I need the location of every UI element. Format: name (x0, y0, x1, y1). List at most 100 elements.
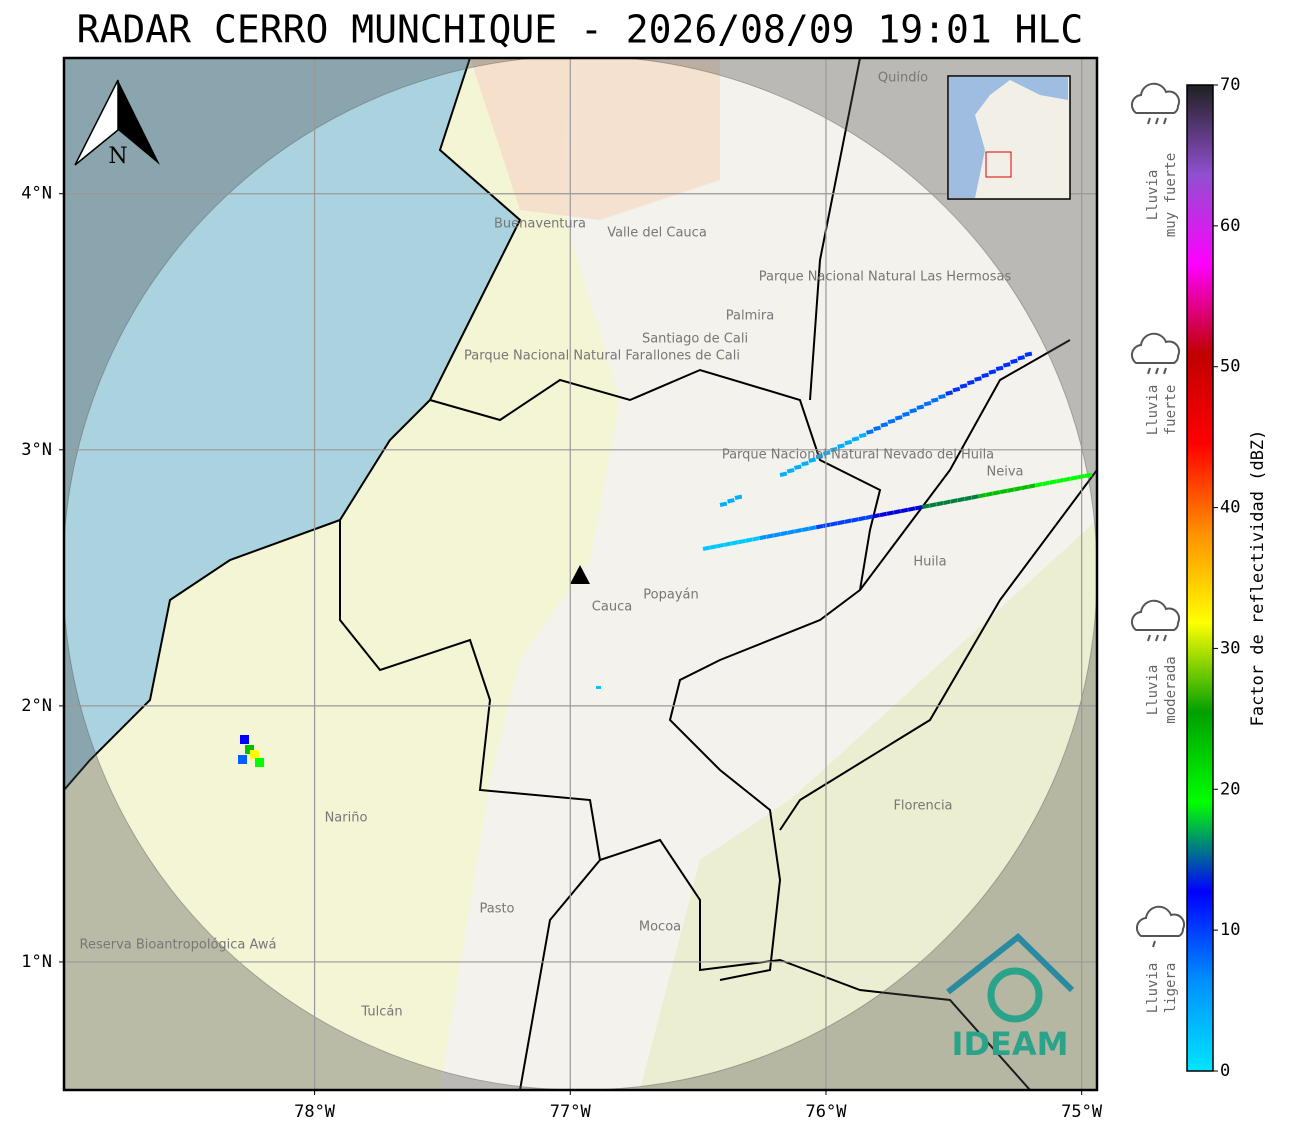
y-tick-label: 4°N (21, 184, 52, 204)
echo (893, 509, 902, 515)
rain-label: ligera (1163, 963, 1179, 1014)
echo (950, 498, 958, 504)
place-label: Popayán (643, 588, 698, 603)
rain-label: Lluvia (1145, 665, 1161, 716)
place-label: Tulcán (360, 1005, 402, 1020)
echo (902, 411, 910, 417)
ocean (64, 58, 520, 790)
rain-drop (1155, 634, 1159, 642)
place-label: Florencia (893, 799, 952, 814)
echo (1042, 480, 1050, 487)
map-body (64, 58, 1097, 1090)
y-tick-label: 2°N (21, 696, 52, 716)
echo (894, 415, 903, 421)
map-frame (62, 56, 1099, 1092)
echo (238, 755, 247, 764)
echo (887, 418, 896, 425)
echo (1084, 472, 1093, 478)
echo (250, 750, 259, 759)
radar-site (570, 565, 590, 584)
rain-drop (1155, 117, 1159, 125)
rain-label: fuerte (1163, 385, 1179, 436)
echo (971, 494, 980, 500)
echo (829, 521, 838, 527)
echo (974, 376, 982, 382)
cloud-icon (1130, 82, 1181, 114)
echo (745, 537, 753, 543)
echo (773, 532, 782, 538)
echo (1024, 351, 1033, 357)
echo (815, 453, 824, 460)
borders (64, 58, 1097, 1090)
rain-drop (1147, 367, 1151, 375)
amazon (640, 520, 1097, 1090)
colorbar-tick-label: 50 (1220, 357, 1240, 377)
x-tick-label: 75°W (1061, 1102, 1103, 1122)
echo (1017, 355, 1026, 361)
echo (992, 490, 1001, 496)
rain-label: Lluvia (1145, 385, 1161, 436)
echo (900, 507, 909, 514)
echo (966, 379, 975, 386)
x-tick-label: 78°W (294, 1102, 336, 1122)
echo (1020, 484, 1029, 491)
rain-label: muy fuerte (1163, 153, 1179, 237)
place-label: Quindío (878, 71, 928, 86)
place-label: Palmira (726, 309, 774, 324)
radar-echoes (238, 351, 1093, 767)
echo (1010, 358, 1018, 365)
colorbar-tick-label: 70 (1220, 75, 1240, 95)
echo (1056, 477, 1064, 484)
echo (727, 498, 735, 504)
echo (1063, 476, 1072, 483)
echo (793, 464, 802, 470)
echo (945, 390, 953, 396)
y-tick-label: 3°N (21, 440, 52, 460)
x-tick-label: 76°W (805, 1102, 847, 1122)
echo (909, 408, 917, 414)
place-label: Pasto (479, 902, 514, 917)
echo (1006, 487, 1015, 493)
colorbar-tick-label: 40 (1220, 498, 1240, 518)
place-label: Reserva Bioantropológica Awá (80, 938, 277, 953)
rain-drop (1147, 634, 1151, 642)
echo (1035, 482, 1043, 488)
logo-roof (946, 933, 1075, 995)
north-arrow: N (74, 79, 160, 169)
cloud-icon (1130, 599, 1181, 631)
echo (923, 401, 932, 407)
echo (730, 540, 739, 546)
echo (921, 503, 930, 510)
rain-drop (1155, 367, 1159, 375)
echo (822, 522, 831, 528)
echo (930, 397, 939, 403)
echo (245, 745, 254, 754)
echo (719, 501, 728, 507)
logo: IDEAM (946, 933, 1075, 1063)
echo (995, 365, 1004, 372)
place-label: Cauca (592, 600, 632, 615)
place-label: Mocoa (639, 920, 681, 935)
colorbar: Factor de reflectividad (dBZ) 0 10 20 30 40 5… (1186, 75, 1268, 1081)
echo (759, 534, 767, 541)
echo (865, 514, 873, 520)
place-label: Huila (913, 555, 946, 570)
echo (752, 536, 760, 542)
echo (779, 471, 788, 477)
echo (1070, 475, 1079, 481)
rain-drop (1163, 117, 1167, 125)
colorbar-tick-label: 20 (1220, 779, 1240, 799)
echo (734, 494, 743, 500)
rain-drop (1147, 117, 1151, 125)
echo (988, 369, 997, 375)
echo (907, 506, 916, 512)
echo (1027, 483, 1036, 489)
echo (914, 505, 923, 511)
place-label: Buenaventura (494, 217, 586, 232)
echo (255, 758, 264, 767)
echo (836, 519, 845, 526)
colorbar-tick-label: 30 (1220, 638, 1240, 658)
